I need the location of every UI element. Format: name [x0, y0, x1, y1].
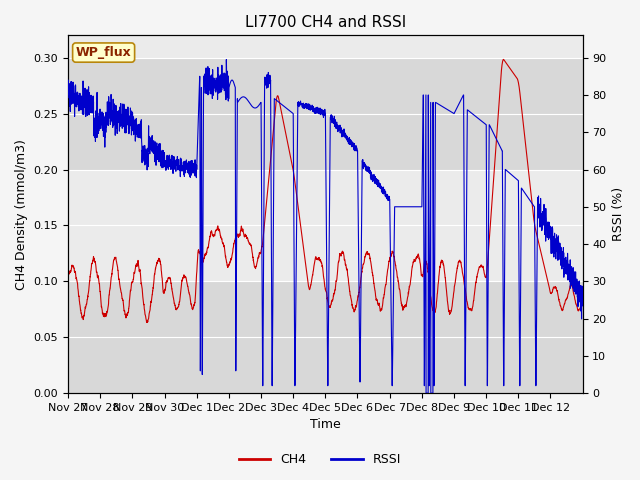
RSSI: [461, 343, 469, 349]
RSSI: [244, 97, 252, 103]
CH4: [64, 267, 72, 273]
Title: LI7700 CH4 and RSSI: LI7700 CH4 and RSSI: [244, 15, 406, 30]
Legend: CH4, RSSI: CH4, RSSI: [234, 448, 406, 471]
RSSI: [298, 101, 305, 107]
CH4: [143, 320, 151, 325]
Text: WP_flux: WP_flux: [76, 46, 131, 59]
RSSI: [547, 251, 555, 256]
RSSI: [422, 390, 430, 396]
Bar: [68, 281, 582, 393]
RSSI: [355, 206, 362, 212]
CH4: [298, 230, 305, 236]
CH4: [461, 288, 469, 293]
CH4: [549, 286, 557, 292]
RSSI: [223, 57, 230, 62]
X-axis label: Time: Time: [310, 419, 340, 432]
Line: CH4: CH4: [68, 60, 582, 323]
CH4: [355, 293, 362, 299]
CH4: [547, 291, 555, 297]
Y-axis label: CH4 Density (mmol/m3): CH4 Density (mmol/m3): [15, 139, 28, 289]
Line: RSSI: RSSI: [68, 60, 582, 393]
CH4: [579, 296, 586, 302]
RSSI: [579, 294, 586, 300]
CH4: [244, 235, 252, 241]
RSSI: [549, 233, 557, 239]
RSSI: [64, 89, 72, 95]
Bar: [68, 169, 582, 281]
Y-axis label: RSSI (%): RSSI (%): [612, 187, 625, 241]
Bar: [68, 58, 582, 169]
CH4: [500, 57, 508, 62]
